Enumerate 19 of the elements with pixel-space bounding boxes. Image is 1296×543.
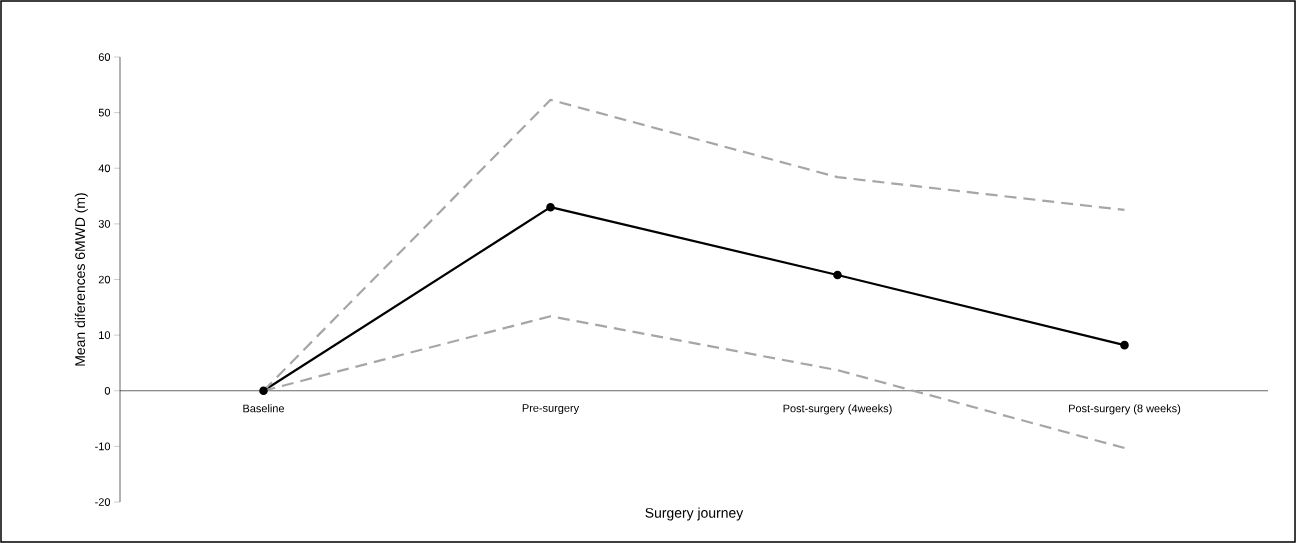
- x-tick-label: Post-surgery (4weeks): [783, 404, 892, 415]
- point: [833, 270, 842, 280]
- y-tick-label: 10: [99, 331, 111, 340]
- x-tick-label: Post-surgery (8 weeks): [1069, 404, 1181, 415]
- y-axis-title: Mean diferences 6MWD (m): [74, 193, 88, 366]
- y-tick-label: -10: [95, 442, 111, 451]
- point: [546, 202, 555, 212]
- y-tick-label: 30: [98, 220, 111, 228]
- y-tick-label: 0: [104, 386, 111, 395]
- y-tick-label: 40: [98, 164, 111, 173]
- x-tick-label: Pre-surgery: [522, 404, 580, 415]
- point: [259, 386, 268, 396]
- y-tick-label: 50: [98, 108, 111, 117]
- x-axis-title: Surgery journey: [645, 507, 744, 521]
- point: [1120, 340, 1129, 350]
- y-tick-label: 60: [98, 53, 111, 61]
- y-tick-label: -20: [95, 498, 111, 506]
- y-tick-label: 20: [98, 275, 111, 284]
- x-tick-label: Baseline: [243, 404, 285, 413]
